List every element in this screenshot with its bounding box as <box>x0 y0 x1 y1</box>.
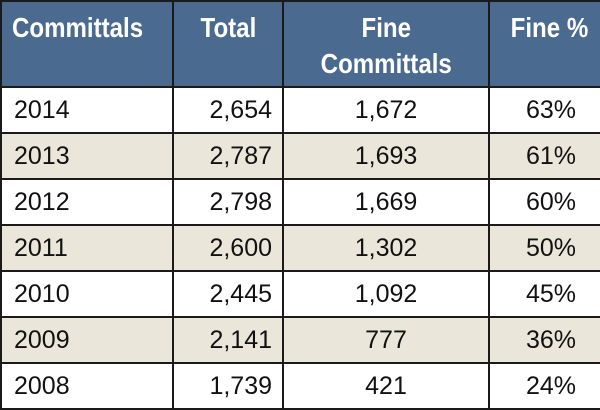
cell-fine-committals: 1,092 <box>282 270 490 318</box>
table-body: 2014 2,654 1,672 63% 2013 2,787 1,693 61… <box>0 86 600 410</box>
cell-fine-committals: 1,693 <box>282 132 490 180</box>
header-fine-percent-label: Fine % <box>510 12 588 43</box>
header-committals: Committals <box>0 0 174 88</box>
header-total: Total <box>172 0 284 88</box>
header-fine-committals: Fine Committals <box>282 0 490 88</box>
header-row: Committals Total Fine Committals Fine % <box>0 0 600 88</box>
header-fine-percent: Fine % <box>488 0 600 88</box>
cell-fine-percent: 60% <box>488 178 600 226</box>
table-row: 2012 2,798 1,669 60% <box>0 178 600 226</box>
cell-total: 2,798 <box>172 178 284 226</box>
table-row: 2014 2,654 1,672 63% <box>0 86 600 134</box>
header-fine-committals-label: Fine Committals <box>320 10 451 82</box>
cell-year: 2012 <box>0 178 174 226</box>
cell-fine-committals: 777 <box>282 316 490 364</box>
cell-total: 2,600 <box>172 224 284 272</box>
cell-total: 2,141 <box>172 316 284 364</box>
cell-year: 2010 <box>0 270 174 318</box>
cell-fine-percent: 24% <box>488 362 600 410</box>
header-fine-line2: Committals <box>320 48 452 79</box>
cell-total: 2,787 <box>172 132 284 180</box>
cell-fine-percent: 63% <box>488 86 600 134</box>
cell-fine-percent: 50% <box>488 224 600 272</box>
cell-fine-committals: 1,672 <box>282 86 490 134</box>
cell-year: 2014 <box>0 86 174 134</box>
header-total-label: Total <box>200 12 256 43</box>
cell-year: 2008 <box>0 362 174 410</box>
table-row: 2009 2,141 777 36% <box>0 316 600 364</box>
header-committals-label: Committals <box>12 12 144 43</box>
table-row: 2010 2,445 1,092 45% <box>0 270 600 318</box>
cell-fine-committals: 421 <box>282 362 490 410</box>
header-fine-line1: Fine <box>361 12 411 43</box>
cell-total: 2,654 <box>172 86 284 134</box>
table-row: 2013 2,787 1,693 61% <box>0 132 600 180</box>
cell-fine-percent: 36% <box>488 316 600 364</box>
cell-year: 2011 <box>0 224 174 272</box>
table-row: 2008 1,739 421 24% <box>0 362 600 410</box>
table-header: Committals Total Fine Committals Fine % <box>0 0 600 88</box>
cell-fine-percent: 45% <box>488 270 600 318</box>
cell-year: 2009 <box>0 316 174 364</box>
table-row: 2011 2,600 1,302 50% <box>0 224 600 272</box>
cell-year: 2013 <box>0 132 174 180</box>
cell-fine-committals: 1,669 <box>282 178 490 226</box>
cell-total: 2,445 <box>172 270 284 318</box>
cell-fine-percent: 61% <box>488 132 600 180</box>
cell-fine-committals: 1,302 <box>282 224 490 272</box>
cell-total: 1,739 <box>172 362 284 410</box>
